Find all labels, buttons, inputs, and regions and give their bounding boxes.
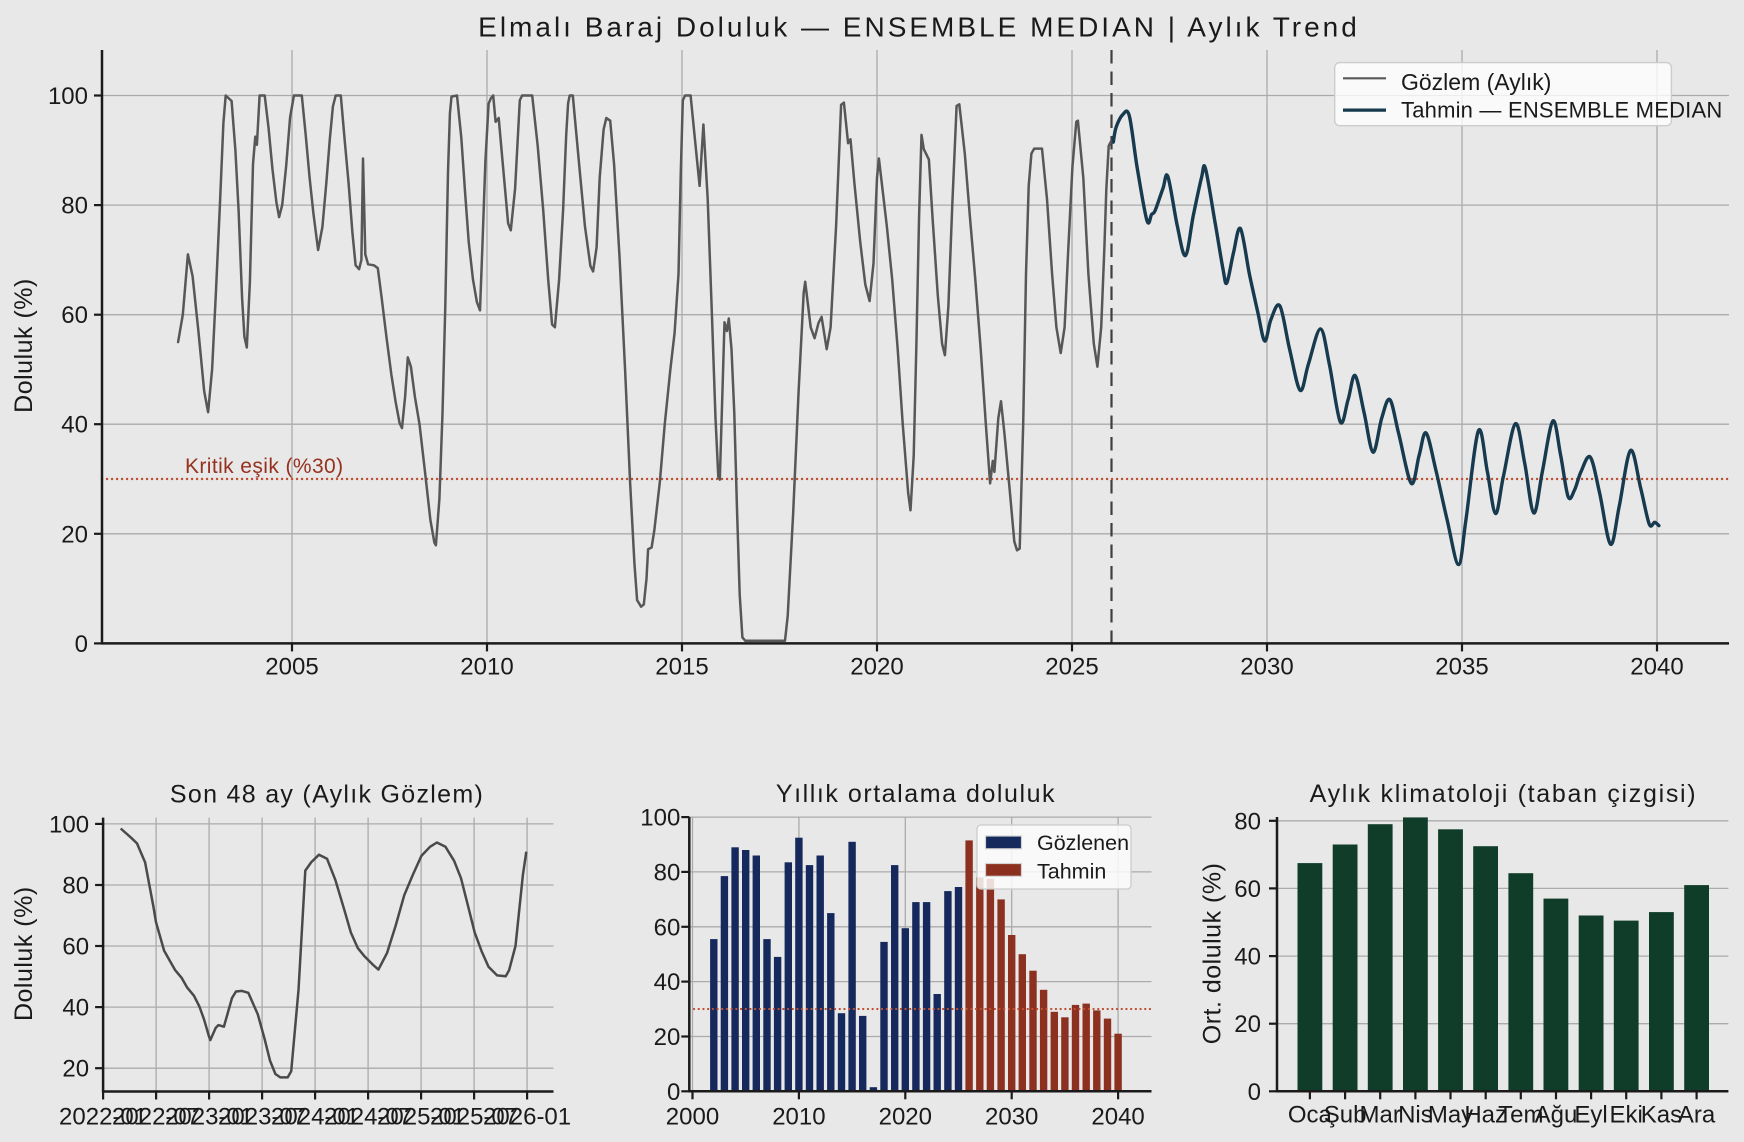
- svg-text:Eyl: Eyl: [1574, 1101, 1607, 1128]
- svg-text:Aylık klimatoloji (taban çizgi: Aylık klimatoloji (taban çizgisi): [1310, 780, 1698, 808]
- svg-text:60: 60: [62, 934, 89, 961]
- svg-text:Nis: Nis: [1398, 1101, 1433, 1128]
- svg-text:2020: 2020: [879, 1103, 932, 1130]
- svg-text:40: 40: [1234, 944, 1261, 971]
- svg-text:2023-01: 2023-01: [165, 1104, 253, 1131]
- svg-text:20: 20: [62, 1056, 89, 1083]
- svg-text:2025-07: 2025-07: [430, 1104, 518, 1131]
- svg-text:2015: 2015: [655, 653, 708, 680]
- svg-text:Mar: Mar: [1360, 1101, 1401, 1128]
- svg-text:2022-07: 2022-07: [112, 1104, 200, 1131]
- svg-text:2024-07: 2024-07: [324, 1104, 412, 1131]
- svg-text:Oca: Oca: [1288, 1101, 1333, 1128]
- svg-text:2035: 2035: [1435, 653, 1488, 680]
- svg-text:80: 80: [61, 193, 88, 220]
- svg-text:2040: 2040: [1630, 653, 1683, 680]
- svg-text:Ara: Ara: [1678, 1101, 1716, 1128]
- svg-text:2025: 2025: [1045, 653, 1098, 680]
- svg-text:Tem: Tem: [1498, 1101, 1543, 1128]
- svg-text:100: 100: [48, 83, 88, 110]
- svg-text:80: 80: [1234, 808, 1261, 835]
- svg-text:Kas: Kas: [1641, 1101, 1682, 1128]
- svg-text:2022-01: 2022-01: [59, 1104, 147, 1131]
- svg-text:Gözlem (Aylık): Gözlem (Aylık): [1401, 69, 1551, 95]
- svg-text:60: 60: [61, 302, 88, 329]
- svg-text:Haz: Haz: [1464, 1101, 1507, 1128]
- svg-text:40: 40: [61, 412, 88, 439]
- svg-text:2000: 2000: [666, 1103, 719, 1130]
- svg-text:40: 40: [62, 995, 89, 1022]
- svg-text:20: 20: [654, 1024, 681, 1051]
- svg-text:Doluluk (%): Doluluk (%): [10, 278, 38, 413]
- svg-text:2026-01: 2026-01: [483, 1104, 571, 1131]
- svg-text:2030: 2030: [1240, 653, 1293, 680]
- svg-text:Tahmin — ENSEMBLE MEDIAN: Tahmin — ENSEMBLE MEDIAN: [1401, 97, 1722, 122]
- svg-text:Kritik eşik (%30): Kritik eşik (%30): [185, 455, 344, 478]
- svg-text:2030: 2030: [985, 1103, 1038, 1130]
- svg-text:2024-01: 2024-01: [271, 1104, 359, 1131]
- svg-text:80: 80: [62, 873, 89, 900]
- svg-text:80: 80: [654, 859, 681, 886]
- svg-text:Elmalı Baraj Doluluk — ENSEMBL: Elmalı Baraj Doluluk — ENSEMBLE MEDIAN |…: [478, 12, 1360, 43]
- svg-text:2020: 2020: [850, 653, 903, 680]
- svg-text:Doluluk (%): Doluluk (%): [10, 886, 38, 1021]
- svg-text:60: 60: [1234, 876, 1261, 903]
- svg-text:2005: 2005: [265, 653, 318, 680]
- svg-text:2025-01: 2025-01: [377, 1104, 465, 1131]
- svg-text:2010: 2010: [460, 653, 513, 680]
- svg-text:100: 100: [640, 805, 680, 832]
- svg-text:20: 20: [1234, 1011, 1261, 1038]
- svg-text:0: 0: [1248, 1079, 1261, 1106]
- svg-text:Gözlenen: Gözlenen: [1037, 831, 1129, 855]
- svg-text:100: 100: [49, 811, 89, 838]
- svg-text:Şub: Şub: [1324, 1101, 1367, 1128]
- svg-text:Ağu: Ağu: [1535, 1101, 1578, 1128]
- svg-text:2010: 2010: [772, 1103, 825, 1130]
- svg-text:Son 48 ay (Aylık Gözlem): Son 48 ay (Aylık Gözlem): [170, 781, 484, 809]
- svg-text:2040: 2040: [1091, 1103, 1144, 1130]
- svg-text:40: 40: [654, 969, 681, 996]
- svg-text:Eki: Eki: [1610, 1101, 1643, 1128]
- svg-text:20: 20: [61, 521, 88, 548]
- svg-text:0: 0: [667, 1079, 680, 1106]
- svg-text:May: May: [1428, 1101, 1473, 1128]
- svg-text:60: 60: [654, 914, 681, 941]
- svg-text:Yıllık ortalama doluluk: Yıllık ortalama doluluk: [776, 780, 1056, 808]
- svg-text:Tahmin: Tahmin: [1037, 860, 1106, 884]
- svg-text:0: 0: [75, 631, 88, 658]
- svg-text:Ort. doluluk (%): Ort. doluluk (%): [1199, 863, 1227, 1045]
- svg-text:2023-07: 2023-07: [218, 1104, 306, 1131]
